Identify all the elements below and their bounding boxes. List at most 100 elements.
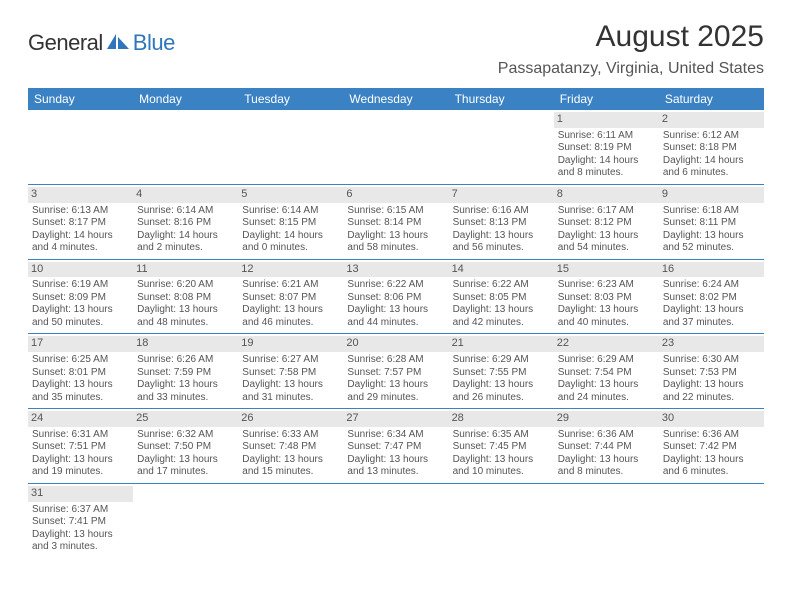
sunrise-text: Sunrise: 6:22 AM [453,279,550,292]
day-number: 6 [343,187,448,203]
daylight-text: Daylight: 14 hours and 8 minutes. [558,155,655,180]
logo-text-general: General [28,30,103,56]
day-cell: 23Sunrise: 6:30 AMSunset: 7:53 PMDayligh… [659,334,764,408]
sunset-text: Sunset: 8:01 PM [32,367,129,380]
day-number: 12 [238,262,343,278]
sunrise-text: Sunrise: 6:14 AM [242,205,339,218]
day-number: 26 [238,411,343,427]
day-header-cell: Friday [554,88,659,110]
sunset-text: Sunset: 7:55 PM [453,367,550,380]
daylight-text: Daylight: 13 hours and 22 minutes. [663,379,760,404]
daylight-text: Daylight: 13 hours and 15 minutes. [242,454,339,479]
sunset-text: Sunset: 7:50 PM [137,441,234,454]
sunrise-text: Sunrise: 6:36 AM [558,429,655,442]
sunset-text: Sunset: 8:05 PM [453,292,550,305]
sunset-text: Sunset: 7:57 PM [347,367,444,380]
sunrise-text: Sunrise: 6:36 AM [663,429,760,442]
day-cell: 16Sunrise: 6:24 AMSunset: 8:02 PMDayligh… [659,260,764,334]
location: Passapatanzy, Virginia, United States [498,60,764,78]
daylight-text: Daylight: 13 hours and 24 minutes. [558,379,655,404]
sunrise-text: Sunrise: 6:22 AM [347,279,444,292]
sunset-text: Sunset: 8:15 PM [242,217,339,230]
day-cell: 1Sunrise: 6:11 AMSunset: 8:19 PMDaylight… [554,110,659,184]
daylight-text: Daylight: 13 hours and 6 minutes. [663,454,760,479]
day-number: 25 [133,411,238,427]
daylight-text: Daylight: 13 hours and 52 minutes. [663,230,760,255]
day-cell: 18Sunrise: 6:26 AMSunset: 7:59 PMDayligh… [133,334,238,408]
daylight-text: Daylight: 13 hours and 44 minutes. [347,304,444,329]
day-cell: 6Sunrise: 6:15 AMSunset: 8:14 PMDaylight… [343,185,448,259]
daylight-text: Daylight: 13 hours and 48 minutes. [137,304,234,329]
daylight-text: Daylight: 13 hours and 58 minutes. [347,230,444,255]
day-cell: 29 Sunrise: 6:36 AMSunset: 7:44 PMDayligh… [554,409,659,483]
day-cell: 2Sunrise: 6:12 AMSunset: 8:18 PMDaylight… [659,110,764,184]
sunrise-text: Sunrise: 6:29 AM [558,354,655,367]
day-cell: 30Sunrise: 6:36 AMSunset: 7:42 PMDayligh… [659,409,764,483]
day-number: 29 [554,411,659,427]
sunset-text: Sunset: 8:09 PM [32,292,129,305]
day-header-cell: Tuesday [238,88,343,110]
title-block: August 2025 Passapatanzy, Virginia, Unit… [498,20,764,78]
day-cell: 4Sunrise: 6:14 AMSunset: 8:16 PMDaylight… [133,185,238,259]
day-cell: 9Sunrise: 6:18 AMSunset: 8:11 PMDaylight… [659,185,764,259]
sunset-text: Sunset: 8:19 PM [558,142,655,155]
sunrise-text: Sunrise: 6:33 AM [242,429,339,442]
daylight-text: Daylight: 13 hours and 8 minutes. [558,454,655,479]
sunrise-text: Sunrise: 6:18 AM [663,205,760,218]
week-row: 10Sunrise: 6:19 AMSunset: 8:09 PMDayligh… [28,260,764,335]
day-number: 13 [343,262,448,278]
day-number: 19 [238,336,343,352]
sunrise-text: Sunrise: 6:24 AM [663,279,760,292]
sunset-text: Sunset: 8:03 PM [558,292,655,305]
day-number: 4 [133,187,238,203]
day-cell: 31Sunrise: 6:37 AMSunset: 7:41 PMDayligh… [28,484,133,558]
day-number: 9 [659,187,764,203]
sunrise-text: Sunrise: 6:27 AM [242,354,339,367]
day-cell [238,484,343,558]
day-cell: 26Sunrise: 6:33 AMSunset: 7:48 PMDayligh… [238,409,343,483]
sunrise-text: Sunrise: 6:31 AM [32,429,129,442]
day-cell: 28Sunrise: 6:35 AMSunset: 7:45 PMDayligh… [449,409,554,483]
sunset-text: Sunset: 8:07 PM [242,292,339,305]
daylight-text: Daylight: 13 hours and 19 minutes. [32,454,129,479]
sunset-text: Sunset: 8:13 PM [453,217,550,230]
day-number: 18 [133,336,238,352]
week-row: 24Sunrise: 6:31 AMSunset: 7:51 PMDayligh… [28,409,764,484]
daylight-text: Daylight: 13 hours and 56 minutes. [453,230,550,255]
sunset-text: Sunset: 8:18 PM [663,142,760,155]
sunset-text: Sunset: 7:44 PM [558,441,655,454]
daylight-text: Daylight: 13 hours and 13 minutes. [347,454,444,479]
sunset-text: Sunset: 8:02 PM [663,292,760,305]
day-header-cell: Thursday [449,88,554,110]
day-header-cell: Monday [133,88,238,110]
week-row: 31Sunrise: 6:37 AMSunset: 7:41 PMDayligh… [28,484,764,558]
daylight-text: Daylight: 13 hours and 54 minutes. [558,230,655,255]
header: General Blue August 2025 Passapatanzy, V… [28,20,764,78]
sunrise-text: Sunrise: 6:11 AM [558,130,655,143]
sunrise-text: Sunrise: 6:29 AM [453,354,550,367]
day-number: 10 [28,262,133,278]
day-cell [343,484,448,558]
day-cell: 10Sunrise: 6:19 AMSunset: 8:09 PMDayligh… [28,260,133,334]
day-number: 22 [554,336,659,352]
sunrise-text: Sunrise: 6:13 AM [32,205,129,218]
month-title: August 2025 [498,20,764,54]
day-number: 31 [28,486,133,502]
week-row: 1Sunrise: 6:11 AMSunset: 8:19 PMDaylight… [28,110,764,185]
day-number: 30 [659,411,764,427]
sunset-text: Sunset: 7:58 PM [242,367,339,380]
day-cell: 14Sunrise: 6:22 AMSunset: 8:05 PMDayligh… [449,260,554,334]
sunrise-text: Sunrise: 6:15 AM [347,205,444,218]
sunrise-text: Sunrise: 6:16 AM [453,205,550,218]
day-cell: 15Sunrise: 6:23 AMSunset: 8:03 PMDayligh… [554,260,659,334]
day-number: 8 [554,187,659,203]
sunset-text: Sunset: 7:45 PM [453,441,550,454]
day-number: 27 [343,411,448,427]
day-cell [554,484,659,558]
sunrise-text: Sunrise: 6:21 AM [242,279,339,292]
day-cell: 20Sunrise: 6:28 AMSunset: 7:57 PMDayligh… [343,334,448,408]
day-cell [28,110,133,184]
day-cell: 21Sunrise: 6:29 AMSunset: 7:55 PMDayligh… [449,334,554,408]
sunrise-text: Sunrise: 6:30 AM [663,354,760,367]
sunrise-text: Sunrise: 6:26 AM [137,354,234,367]
